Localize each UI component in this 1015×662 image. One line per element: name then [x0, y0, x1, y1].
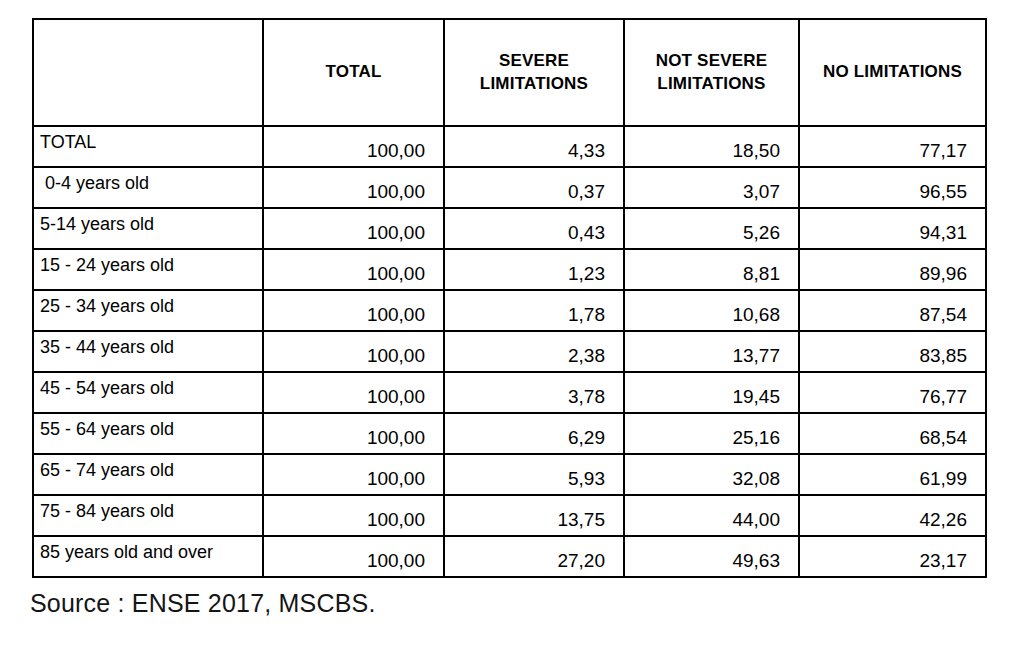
cell-no-limitations: 23,17 — [799, 536, 986, 577]
table-row-total: TOTAL 100,00 4,33 18,50 77,17 — [33, 126, 986, 167]
cell-severe: 0,37 — [444, 167, 624, 208]
cell-total: 100,00 — [263, 167, 444, 208]
cell-not-severe: 5,26 — [624, 208, 799, 249]
cell-severe: 1,23 — [444, 249, 624, 290]
cell-severe: 2,38 — [444, 331, 624, 372]
header-not-severe-limitations: NOT SEVERE LIMITATIONS — [624, 19, 799, 126]
cell-not-severe: 25,16 — [624, 413, 799, 454]
table-row-65-74: 65 - 74 years old 100,00 5,93 32,08 61,9… — [33, 454, 986, 495]
cell-no-limitations: 83,85 — [799, 331, 986, 372]
cell-no-limitations: 61,99 — [799, 454, 986, 495]
cell-total: 100,00 — [263, 372, 444, 413]
limitations-by-age-table: TOTAL SEVERE LIMITATIONS NOT SEVERE LIMI… — [32, 18, 987, 578]
cell-severe: 4,33 — [444, 126, 624, 167]
row-label: 65 - 74 years old — [33, 454, 263, 495]
page: TOTAL SEVERE LIMITATIONS NOT SEVERE LIMI… — [0, 0, 1015, 662]
row-label: 35 - 44 years old — [33, 331, 263, 372]
cell-severe: 6,29 — [444, 413, 624, 454]
table-row-45-54: 45 - 54 years old 100,00 3,78 19,45 76,7… — [33, 372, 986, 413]
row-label: 15 - 24 years old — [33, 249, 263, 290]
cell-total: 100,00 — [263, 495, 444, 536]
table-row-35-44: 35 - 44 years old 100,00 2,38 13,77 83,8… — [33, 331, 986, 372]
table-row-25-34: 25 - 34 years old 100,00 1,78 10,68 87,5… — [33, 290, 986, 331]
row-label: TOTAL — [33, 126, 263, 167]
limitations-table-container: TOTAL SEVERE LIMITATIONS NOT SEVERE LIMI… — [32, 18, 987, 578]
cell-not-severe: 13,77 — [624, 331, 799, 372]
table-row-85-over: 85 years old and over 100,00 27,20 49,63… — [33, 536, 986, 577]
cell-no-limitations: 77,17 — [799, 126, 986, 167]
row-label: 75 - 84 years old — [33, 495, 263, 536]
source-note: Source : ENSE 2017, MSCBS. — [30, 589, 376, 618]
table-row-75-84: 75 - 84 years old 100,00 13,75 44,00 42,… — [33, 495, 986, 536]
cell-no-limitations: 96,55 — [799, 167, 986, 208]
cell-not-severe: 32,08 — [624, 454, 799, 495]
header-row: TOTAL SEVERE LIMITATIONS NOT SEVERE LIMI… — [33, 19, 986, 126]
row-label: 85 years old and over — [33, 536, 263, 577]
corner-cell — [33, 19, 263, 126]
header-no-limitations: NO LIMITATIONS — [799, 19, 986, 126]
row-label: 25 - 34 years old — [33, 290, 263, 331]
cell-not-severe: 18,50 — [624, 126, 799, 167]
header-total: TOTAL — [263, 19, 444, 126]
cell-not-severe: 44,00 — [624, 495, 799, 536]
cell-no-limitations: 89,96 — [799, 249, 986, 290]
cell-total: 100,00 — [263, 413, 444, 454]
cell-total: 100,00 — [263, 290, 444, 331]
cell-total: 100,00 — [263, 331, 444, 372]
cell-no-limitations: 76,77 — [799, 372, 986, 413]
row-label: 0-4 years old — [33, 167, 263, 208]
cell-severe: 0,43 — [444, 208, 624, 249]
cell-severe: 3,78 — [444, 372, 624, 413]
cell-no-limitations: 68,54 — [799, 413, 986, 454]
cell-total: 100,00 — [263, 249, 444, 290]
header-severe-limitations: SEVERE LIMITATIONS — [444, 19, 624, 126]
cell-no-limitations: 94,31 — [799, 208, 986, 249]
table-row-0-4: 0-4 years old 100,00 0,37 3,07 96,55 — [33, 167, 986, 208]
row-label: 45 - 54 years old — [33, 372, 263, 413]
cell-no-limitations: 87,54 — [799, 290, 986, 331]
table-row-5-14: 5-14 years old 100,00 0,43 5,26 94,31 — [33, 208, 986, 249]
cell-no-limitations: 42,26 — [799, 495, 986, 536]
cell-severe: 27,20 — [444, 536, 624, 577]
cell-severe: 13,75 — [444, 495, 624, 536]
row-label: 55 - 64 years old — [33, 413, 263, 454]
cell-not-severe: 8,81 — [624, 249, 799, 290]
table-row-15-24: 15 - 24 years old 100,00 1,23 8,81 89,96 — [33, 249, 986, 290]
cell-not-severe: 10,68 — [624, 290, 799, 331]
cell-not-severe: 3,07 — [624, 167, 799, 208]
cell-not-severe: 19,45 — [624, 372, 799, 413]
cell-total: 100,00 — [263, 208, 444, 249]
table-row-55-64: 55 - 64 years old 100,00 6,29 25,16 68,5… — [33, 413, 986, 454]
cell-severe: 5,93 — [444, 454, 624, 495]
cell-total: 100,00 — [263, 454, 444, 495]
cell-total: 100,00 — [263, 536, 444, 577]
cell-severe: 1,78 — [444, 290, 624, 331]
cell-not-severe: 49,63 — [624, 536, 799, 577]
row-label: 5-14 years old — [33, 208, 263, 249]
cell-total: 100,00 — [263, 126, 444, 167]
